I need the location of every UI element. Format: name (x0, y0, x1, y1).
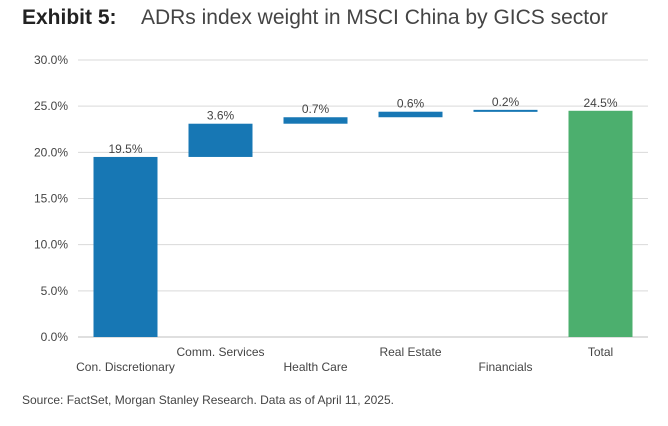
source-note: Source: FactSet, Morgan Stanley Research… (22, 393, 394, 407)
y-tick-label: 10.0% (34, 238, 68, 252)
chart-title: ADRs index weight in MSCI China by GICS … (140, 6, 608, 29)
x-tick-label: Financials (478, 360, 532, 374)
x-tick-label: Real Estate (379, 345, 441, 359)
data-label: 19.5% (108, 142, 142, 156)
x-tick-label: Total (588, 345, 613, 359)
bar (378, 111, 443, 118)
bar (188, 123, 253, 157)
y-tick-label: 0.0% (41, 330, 69, 344)
y-tick-label: 20.0% (34, 145, 68, 159)
y-tick-label: 15.0% (34, 192, 68, 206)
x-tick-label: Health Care (283, 360, 347, 374)
x-tick-label: Comm. Services (176, 345, 264, 359)
bar (473, 109, 538, 112)
bar (93, 156, 158, 337)
bar (283, 117, 348, 124)
data-label: 0.2% (492, 95, 520, 109)
y-tick-label: 25.0% (34, 99, 68, 113)
x-tick-label: Con. Discretionary (76, 360, 175, 374)
y-tick-label: 5.0% (41, 284, 69, 298)
data-label: 3.6% (207, 109, 235, 123)
chart-header: Exhibit 5: ADRs index weight in MSCI Chi… (22, 6, 608, 30)
data-label: 0.6% (397, 97, 425, 111)
y-tick-label: 30.0% (34, 53, 68, 67)
exhibit-label: Exhibit 5: (22, 6, 117, 29)
data-label: 0.7% (302, 102, 330, 116)
data-label: 24.5% (583, 96, 617, 110)
bar (568, 110, 633, 338)
